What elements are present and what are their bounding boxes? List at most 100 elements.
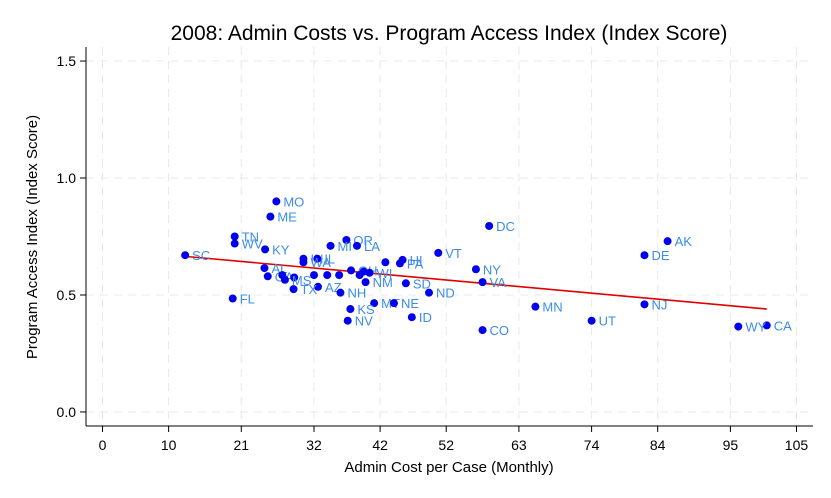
data-point	[663, 237, 672, 246]
point-label: WA	[310, 255, 331, 270]
x-tick-label: 32	[306, 437, 322, 453]
point-label: HI	[410, 253, 423, 268]
y-tick-label: 0.5	[57, 287, 77, 303]
data-point	[261, 245, 270, 254]
point-label: UT	[599, 314, 616, 329]
data-point	[485, 221, 494, 230]
x-tick-label: 84	[650, 437, 666, 453]
point-label: NM	[373, 275, 393, 290]
point-label: VA	[490, 275, 507, 290]
x-tick-label: 74	[584, 437, 600, 453]
data-point	[230, 232, 239, 241]
data-point	[640, 251, 649, 260]
point-label: WI	[377, 266, 393, 281]
data-point	[365, 268, 374, 277]
point-label: CO	[490, 323, 510, 338]
x-tick-label: 21	[234, 437, 250, 453]
data-point	[310, 271, 319, 280]
point-label: MS	[292, 273, 312, 288]
data-point	[531, 302, 540, 311]
data-point	[370, 299, 379, 308]
data-point	[361, 278, 370, 287]
point-label: TN	[242, 230, 259, 245]
y-tick-label: 1.0	[57, 170, 77, 186]
x-tick-label: 63	[511, 437, 527, 453]
point-label: NH	[347, 286, 366, 301]
x-tick-label: 10	[161, 437, 177, 453]
point-label: SC	[192, 248, 210, 263]
point-label: MI	[338, 239, 352, 254]
point-label: PA	[407, 256, 424, 271]
data-point	[342, 236, 351, 245]
point-label: MN	[542, 300, 562, 315]
data-point	[228, 294, 237, 303]
data-point	[587, 316, 596, 325]
point-label: ID	[419, 310, 432, 325]
point-label: NJ	[651, 297, 667, 312]
x-tick-label: 52	[438, 437, 454, 453]
x-tick-label: 95	[723, 437, 739, 453]
data-point	[326, 241, 335, 250]
point-label: DC	[496, 219, 515, 234]
data-point	[290, 273, 299, 282]
point-label: WV	[242, 237, 263, 252]
data-point	[343, 316, 352, 325]
point-label: NV	[355, 314, 373, 329]
x-axis-label: Admin Cost per Case (Monthly)	[344, 459, 553, 476]
data-point	[352, 241, 361, 250]
data-point	[272, 197, 281, 206]
data-point	[389, 299, 398, 308]
data-point	[335, 271, 344, 280]
data-point	[280, 275, 289, 284]
x-tick-label: 42	[372, 437, 388, 453]
data-point	[355, 271, 364, 280]
y-tick-label: 1.5	[57, 53, 77, 69]
data-point	[230, 239, 239, 248]
data-point	[478, 326, 487, 335]
point-label: WY	[745, 320, 766, 335]
data-point	[313, 282, 322, 291]
point-label: KS	[357, 302, 375, 317]
data-point	[260, 264, 269, 273]
point-label: ME	[277, 210, 297, 225]
point-label: IL	[324, 252, 335, 267]
point-label: NE	[401, 296, 419, 311]
point-label: NY	[483, 262, 501, 277]
data-point	[313, 254, 322, 263]
data-point	[266, 212, 275, 221]
grid	[86, 47, 813, 426]
point-label: CA	[774, 318, 792, 333]
point-label: MO	[283, 194, 304, 209]
data-point	[381, 258, 390, 267]
fit-line-group	[185, 255, 767, 310]
data-point	[289, 285, 298, 294]
data-point	[336, 288, 345, 297]
chart-title: 2008: Admin Costs vs. Program Access Ind…	[171, 22, 728, 45]
point-label: SD	[413, 276, 431, 291]
data-point	[181, 251, 190, 260]
data-point	[471, 265, 480, 274]
data-point	[734, 322, 743, 331]
point-label: KY	[272, 242, 290, 257]
data-point	[425, 288, 434, 297]
point-label: ND	[436, 286, 455, 301]
point-label: DE	[651, 248, 669, 263]
data-point	[346, 305, 355, 314]
point-label: LA	[364, 239, 380, 254]
data-point	[299, 258, 308, 267]
data-point	[323, 271, 332, 280]
data-point	[263, 272, 272, 281]
y-tick-label: 0.0	[57, 404, 77, 420]
point-label: FL	[240, 291, 255, 306]
data-point	[401, 279, 410, 288]
data-point	[407, 313, 416, 322]
data-point	[478, 278, 487, 287]
data-point	[434, 248, 443, 257]
x-tick-label: 105	[785, 437, 809, 453]
data-point	[395, 259, 404, 268]
x-tick-label: 0	[99, 437, 107, 453]
point-label: TX	[301, 282, 318, 297]
fit-line	[185, 255, 767, 310]
axes: 0 10 21 32 42 52 63 74 84 95 105 0.0 0.5 1.0 1.5	[57, 47, 813, 453]
point-label: AK	[675, 234, 693, 249]
